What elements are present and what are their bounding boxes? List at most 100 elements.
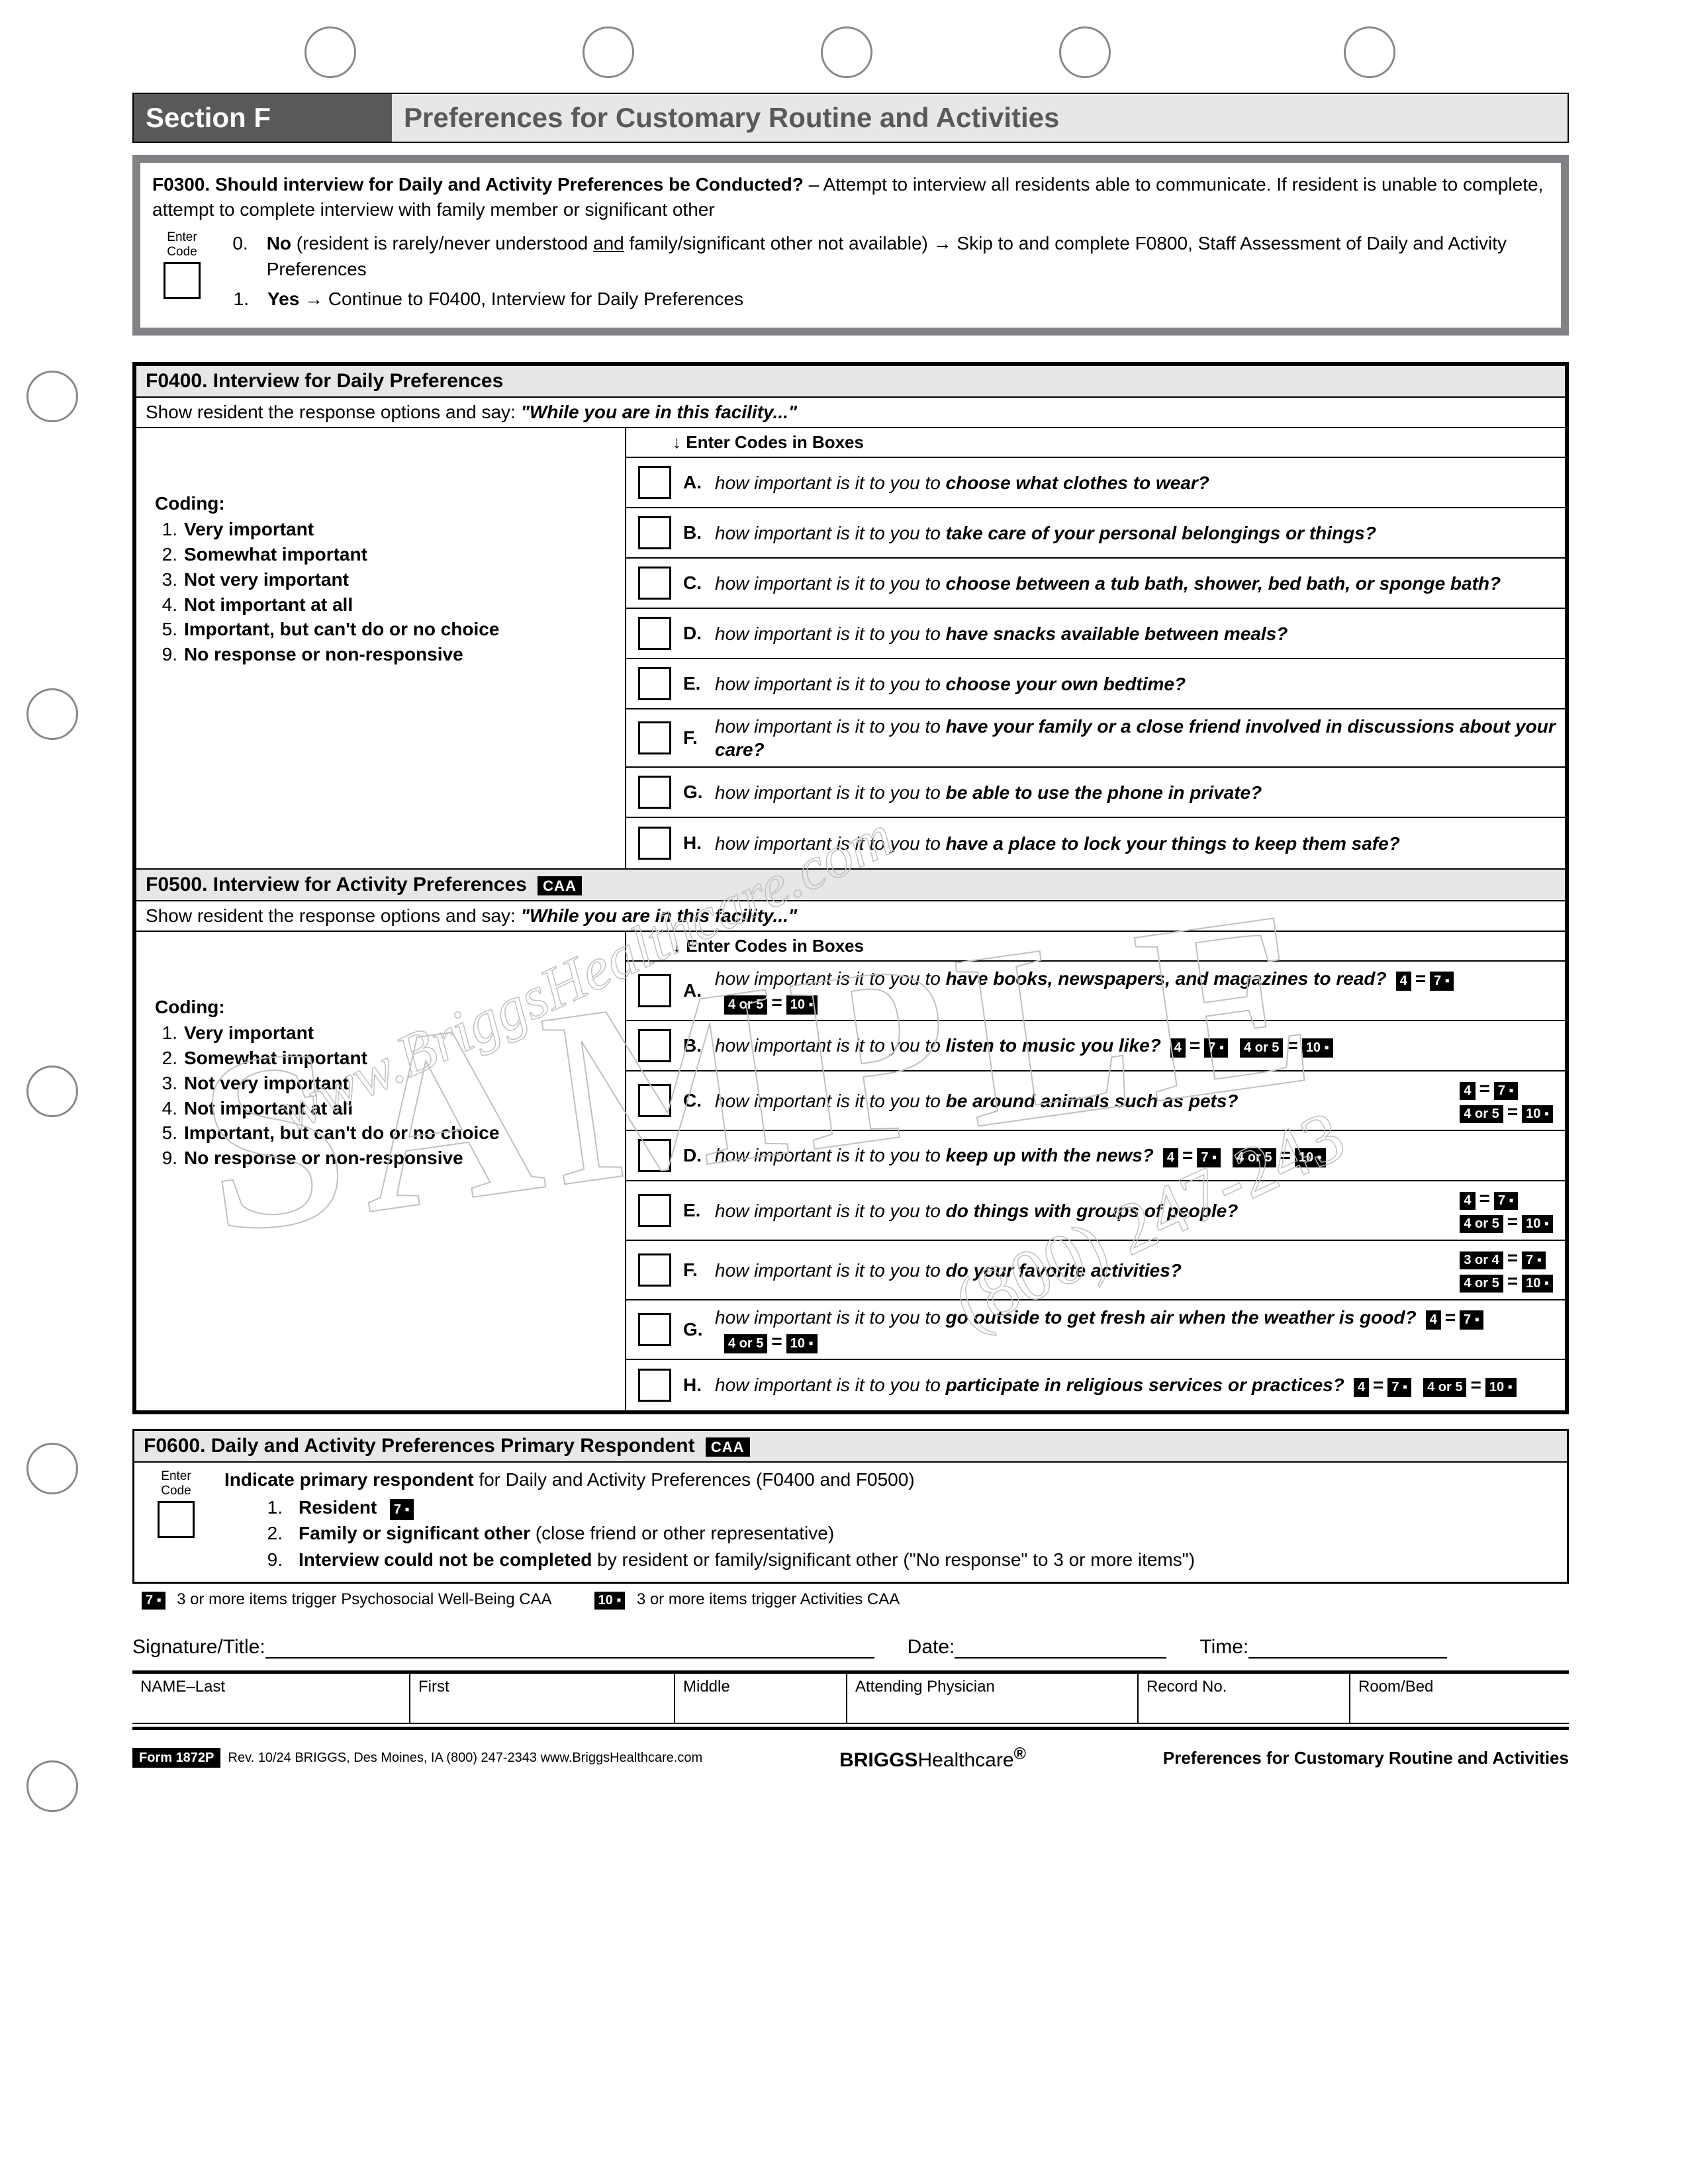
- f0300-question: F0300. Should interview for Daily and Ac…: [152, 172, 1549, 222]
- f0500-coding: Coding: 1.Very important2.Somewhat impor…: [136, 932, 626, 1410]
- f0300-option: 0. No (resident is rarely/never understo…: [230, 230, 1549, 282]
- page: SAMPLE www.BriggsHealthcare.com (800) 24…: [0, 0, 1688, 2184]
- coding-option: 9.No response or non-responsive: [155, 642, 612, 667]
- punch-hole: [583, 26, 634, 78]
- signature-field[interactable]: [265, 1637, 874, 1659]
- coding-option: 5.Important, but can't do or no choice: [155, 1120, 612, 1146]
- code-input-box[interactable]: [638, 1194, 671, 1227]
- code-input-box[interactable]: [638, 974, 671, 1007]
- enter-codes-header: ↓ Enter Codes in Boxes: [626, 428, 1565, 458]
- question-row: D.how important is it to you to keep up …: [626, 1131, 1565, 1181]
- divider: [132, 1727, 1569, 1730]
- question-row: A.how important is it to you to have boo…: [626, 962, 1565, 1021]
- enter-codes-header: ↓ Enter Codes in Boxes: [626, 932, 1565, 962]
- room-bed-field[interactable]: Room/Bed: [1350, 1674, 1569, 1723]
- date-field[interactable]: [955, 1637, 1166, 1659]
- f0400-block: F0400. Interview for Daily Preferences S…: [132, 362, 1569, 1414]
- punch-hole: [26, 1443, 78, 1494]
- name-last-field[interactable]: NAME–Last: [132, 1674, 410, 1723]
- code-input-box[interactable]: [638, 1139, 671, 1172]
- coding-option: 3.Not very important: [155, 1071, 612, 1096]
- f0600-option: 1.Resident 7 ▪: [224, 1494, 1555, 1520]
- coding-option: 4.Not important at all: [155, 592, 612, 617]
- question-row: D.how important is it to you to have sna…: [626, 609, 1565, 659]
- code-input-box[interactable]: [638, 667, 671, 700]
- name-table: NAME–Last First Middle Attending Physici…: [132, 1670, 1569, 1724]
- footer-title: Preferences for Customary Routine and Ac…: [1163, 1748, 1569, 1768]
- question-row: G.how important is it to you to be able …: [626, 768, 1565, 818]
- coding-option: 2.Somewhat important: [155, 542, 612, 567]
- punch-hole: [26, 1066, 78, 1117]
- f0600-header: F0600. Daily and Activity Preferences Pr…: [134, 1431, 1567, 1463]
- question-row: G.how important is it to you to go outsi…: [626, 1300, 1565, 1360]
- code-input-box[interactable]: [638, 1253, 671, 1287]
- coding-option: 3.Not very important: [155, 567, 612, 592]
- question-row: E.how important is it to you to do thing…: [626, 1181, 1565, 1241]
- question-row: F.how important is it to you to do your …: [626, 1241, 1565, 1300]
- code-input-box[interactable]: [638, 516, 671, 549]
- code-input-box[interactable]: [638, 827, 671, 860]
- physician-field[interactable]: Attending Physician: [847, 1674, 1139, 1723]
- f0300-option: 1. Yes → Continue to F0400, Interview fo…: [230, 286, 1549, 312]
- question-row: H.how important is it to you to particip…: [626, 1360, 1565, 1410]
- f0600-block: F0600. Daily and Activity Preferences Pr…: [132, 1429, 1569, 1584]
- f0500-header: F0500. Interview for Activity Preference…: [136, 868, 1565, 901]
- f0300-question-bold: F0300. Should interview for Daily and Ac…: [152, 174, 804, 195]
- caa-badge: CAA: [706, 1437, 750, 1457]
- code-input-box[interactable]: [638, 776, 671, 809]
- punch-hole: [26, 1760, 78, 1812]
- punch-hole: [26, 688, 78, 740]
- coding-option: 9.No response or non-responsive: [155, 1146, 612, 1171]
- f0500-instruction: Show resident the response options and s…: [136, 901, 1565, 932]
- f0400-header: F0400. Interview for Daily Preferences: [136, 366, 1565, 398]
- coding-option: 1.Very important: [155, 517, 612, 542]
- code-input-box[interactable]: [638, 1084, 671, 1117]
- code-input-box[interactable]: [638, 617, 671, 650]
- punch-hole: [1059, 26, 1111, 78]
- question-row: H.how important is it to you to have a p…: [626, 818, 1565, 868]
- code-input-box[interactable]: [638, 1029, 671, 1062]
- brand-logo: BRIGGSHealthcare®: [839, 1745, 1026, 1772]
- code-input-box[interactable]: [638, 1313, 671, 1346]
- code-input-box[interactable]: [638, 466, 671, 499]
- section-label: Section F: [134, 94, 392, 142]
- time-field[interactable]: [1248, 1637, 1447, 1659]
- question-row: C.how important is it to you to be aroun…: [626, 1071, 1565, 1131]
- caa-tag: 7 ▪: [390, 1499, 414, 1520]
- caa-tag: 7 ▪: [142, 1592, 165, 1610]
- question-row: B.how important is it to you to take car…: [626, 508, 1565, 559]
- caa-tag: 10 ▪: [594, 1592, 626, 1610]
- form-number: Form 1872P: [132, 1748, 220, 1768]
- code-input-box[interactable]: [158, 1501, 195, 1538]
- question-row: F.how important is it to you to have you…: [626, 709, 1565, 768]
- coding-option: 2.Somewhat important: [155, 1046, 612, 1071]
- code-input-box[interactable]: [638, 567, 671, 600]
- name-first-field[interactable]: First: [410, 1674, 675, 1723]
- code-input-box[interactable]: [164, 262, 201, 299]
- section-header: Section F Preferences for Customary Rout…: [132, 93, 1569, 143]
- coding-option: 4.Not important at all: [155, 1096, 612, 1121]
- code-input-box[interactable]: [638, 1369, 671, 1402]
- f0300-box: F0300. Should interview for Daily and Ac…: [132, 155, 1569, 336]
- question-row: C.how important is it to you to choose b…: [626, 559, 1565, 609]
- punch-hole: [821, 26, 872, 78]
- question-row: A.how important is it to you to choose w…: [626, 458, 1565, 508]
- punch-hole: [305, 26, 356, 78]
- punch-hole: [26, 371, 78, 422]
- coding-option: 1.Very important: [155, 1021, 612, 1046]
- enter-code-label: Enter Code: [152, 230, 212, 316]
- question-row: E.how important is it to you to choose y…: [626, 659, 1565, 709]
- question-row: B.how important is it to you to listen t…: [626, 1021, 1565, 1071]
- name-middle-field[interactable]: Middle: [675, 1674, 847, 1723]
- signature-line: Signature/Title: Date: Time:: [132, 1636, 1569, 1659]
- f0400-instruction: Show resident the response options and s…: [136, 398, 1565, 428]
- code-input-box[interactable]: [638, 721, 671, 754]
- punch-hole: [1344, 26, 1395, 78]
- f0400-coding: Coding: 1.Very important2.Somewhat impor…: [136, 428, 626, 868]
- caa-badge: CAA: [538, 876, 582, 895]
- footer: Form 1872P Rev. 10/24 BRIGGS, Des Moines…: [132, 1745, 1569, 1772]
- section-title: Preferences for Customary Routine and Ac…: [392, 94, 1568, 142]
- f0300-options: 0. No (resident is rarely/never understo…: [230, 230, 1549, 316]
- record-no-field[interactable]: Record No.: [1139, 1674, 1350, 1723]
- enter-code-label: Enter Code: [146, 1469, 206, 1572]
